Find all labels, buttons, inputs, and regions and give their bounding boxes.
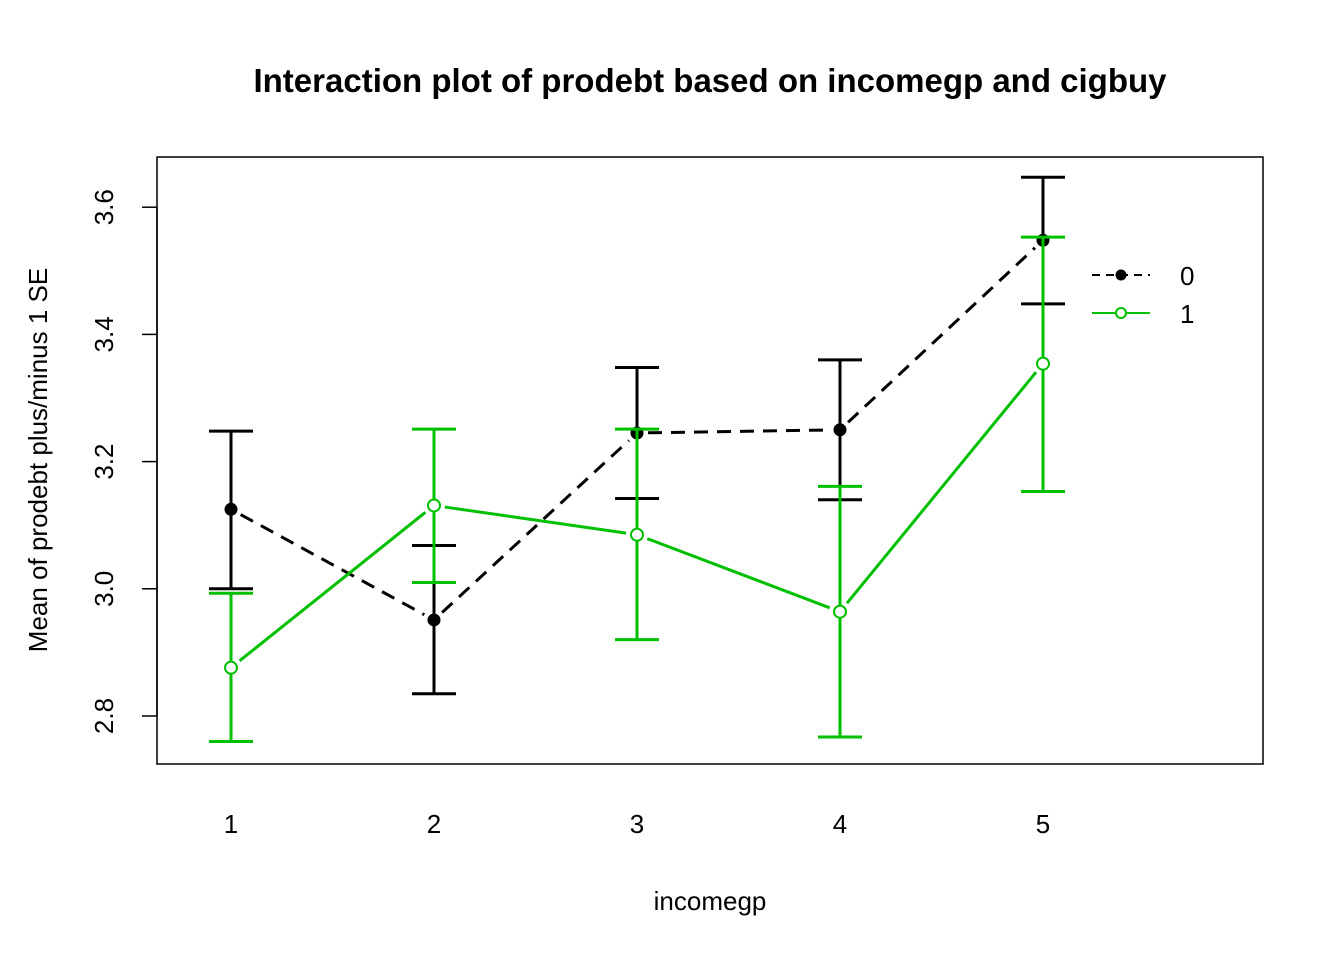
data-point	[833, 604, 847, 619]
y-tick-label: 2.8	[89, 698, 119, 734]
legend: 01	[1092, 261, 1194, 329]
series-line-segment	[238, 511, 427, 662]
series-line-segment	[847, 246, 1036, 424]
legend-item-0: 0	[1092, 261, 1194, 291]
series-layer	[209, 175, 1065, 743]
data-point	[1036, 356, 1050, 371]
legend-item-1: 1	[1092, 299, 1194, 329]
x-tick-label: 5	[1036, 809, 1050, 839]
data-point	[224, 502, 238, 516]
series-line-segment	[647, 428, 830, 435]
series-1	[209, 235, 1065, 743]
data-point	[833, 423, 847, 437]
y-axis: 2.8 3.0 3.2 3.4 3.6	[89, 189, 158, 734]
y-tick-label: 3.6	[89, 189, 119, 225]
series-line-segment	[444, 505, 627, 535]
data-point	[427, 613, 441, 627]
x-axis-label: incomegp	[654, 886, 767, 916]
series-line-segment	[441, 439, 630, 614]
data-point	[224, 660, 238, 675]
y-axis-label: Mean of prodebt plus/minus 1 SE	[23, 268, 53, 652]
x-axis: 1 2 3 4 5	[224, 809, 1050, 839]
legend-label: 0	[1180, 261, 1194, 291]
y-tick-label: 3.0	[89, 571, 119, 607]
legend-marker	[1115, 307, 1127, 319]
data-point	[630, 527, 644, 542]
y-tick-label: 3.2	[89, 444, 119, 480]
x-tick-label: 3	[630, 809, 644, 839]
legend-marker	[1115, 269, 1127, 281]
x-tick-label: 4	[833, 809, 847, 839]
x-tick-label: 1	[224, 809, 238, 839]
legend-label: 1	[1180, 299, 1194, 329]
plot-frame	[156, 156, 1264, 765]
series-line-segment	[239, 513, 426, 617]
series-line-segment	[845, 371, 1038, 605]
x-tick-label: 2	[427, 809, 441, 839]
chart-title: Interaction plot of prodebt based on inc…	[253, 62, 1167, 99]
data-point	[427, 498, 441, 513]
series-line-segment	[646, 537, 831, 610]
y-tick-label: 3.4	[89, 316, 119, 352]
